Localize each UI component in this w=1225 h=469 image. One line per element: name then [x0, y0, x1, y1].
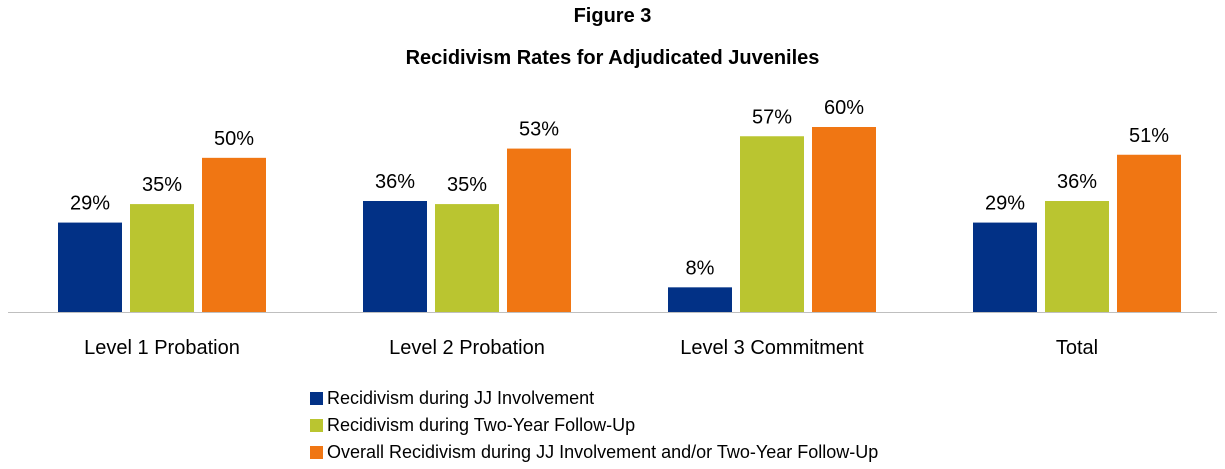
data-label-level-3-commitment-series-1: 8% — [686, 257, 715, 279]
legend-swatch-jj-involvement — [310, 392, 323, 405]
legend-label-two-year-follow-up: Recidivism during Two-Year Follow-Up — [327, 415, 636, 435]
bar-total-series-3 — [1117, 154, 1181, 312]
data-label-level-3-commitment-series-2: 57% — [752, 106, 792, 128]
data-label-level-2-probation-series-1: 36% — [375, 171, 415, 193]
legend-label-jj-involvement: Recidivism during JJ Involvement — [327, 388, 595, 408]
bar-level-1-probation-series-1 — [58, 222, 122, 312]
legend-item-overall: Overall Recidivism during JJ Involvement… — [310, 439, 878, 466]
legend-swatch-overall — [310, 446, 323, 459]
bar-level-1-probation-series-3 — [202, 157, 266, 312]
chart-title: Figure 3 — [573, 5, 652, 27]
bar-total-series-1 — [973, 222, 1037, 312]
bar-level-2-probation-series-3 — [507, 148, 571, 312]
data-label-level-1-probation-series-3: 50% — [214, 128, 254, 150]
legend-item-two-year-follow-up: Recidivism during Two-Year Follow-Up — [310, 412, 878, 439]
chart-legend: Recidivism during JJ Involvement Recidiv… — [310, 385, 878, 466]
bar-total-series-2 — [1045, 201, 1109, 312]
data-label-level-3-commitment-series-3: 60% — [824, 97, 864, 119]
bar-level-3-commitment-series-3 — [812, 127, 876, 312]
legend-item-jj-involvement: Recidivism during JJ Involvement — [310, 385, 878, 412]
bar-level-2-probation-series-2 — [435, 204, 499, 312]
legend-label-overall: Overall Recidivism during JJ Involvement… — [327, 442, 879, 462]
bar-level-3-commitment-series-1 — [668, 287, 732, 312]
x-tick-label-level-1-probation: Level 1 Probation — [84, 337, 240, 359]
x-tick-label-total: Total — [1056, 337, 1098, 359]
data-label-level-2-probation-series-2: 35% — [447, 174, 487, 196]
data-label-level-1-probation-series-2: 35% — [142, 174, 182, 196]
legend-swatch-two-year-follow-up — [310, 419, 323, 432]
data-label-total-series-1: 29% — [985, 193, 1025, 215]
data-label-total-series-2: 36% — [1057, 171, 1097, 193]
bar-level-1-probation-series-2 — [130, 204, 194, 312]
data-label-level-2-probation-series-3: 53% — [519, 119, 559, 141]
data-label-level-1-probation-series-1: 29% — [70, 193, 110, 215]
chart-subtitle: Recidivism Rates for Adjudicated Juvenil… — [405, 47, 820, 69]
bar-level-3-commitment-series-2 — [740, 136, 804, 312]
x-tick-label-level-3-commitment: Level 3 Commitment — [680, 337, 864, 359]
data-label-total-series-3: 51% — [1129, 125, 1169, 147]
x-tick-label-level-2-probation: Level 2 Probation — [389, 337, 545, 359]
bar-level-2-probation-series-1 — [363, 201, 427, 312]
